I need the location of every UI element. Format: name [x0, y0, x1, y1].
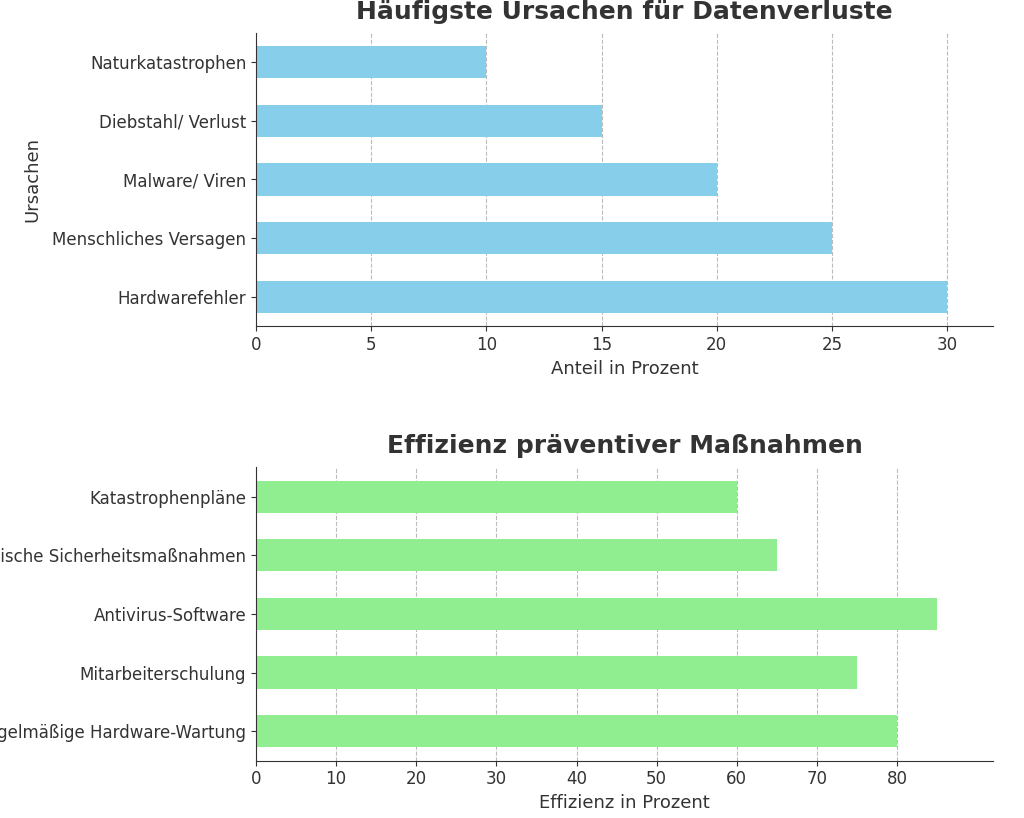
Bar	[256, 539, 777, 572]
Y-axis label: Ursachen: Ursachen	[24, 137, 41, 222]
Bar	[256, 46, 486, 79]
Bar	[256, 598, 937, 630]
Title: Effizienz präventiver Maßnahmen: Effizienz präventiver Maßnahmen	[387, 434, 862, 458]
Bar	[256, 105, 601, 137]
Bar	[256, 480, 737, 513]
Bar	[256, 222, 831, 254]
Bar	[256, 657, 857, 689]
Title: Häufigste Ursachen für Datenverluste: Häufigste Ursachen für Datenverluste	[356, 0, 893, 24]
X-axis label: Effizienz in Prozent: Effizienz in Prozent	[540, 794, 710, 812]
Bar	[256, 164, 717, 196]
Bar	[256, 715, 897, 748]
X-axis label: Anteil in Prozent: Anteil in Prozent	[551, 360, 698, 378]
Bar	[256, 281, 947, 313]
